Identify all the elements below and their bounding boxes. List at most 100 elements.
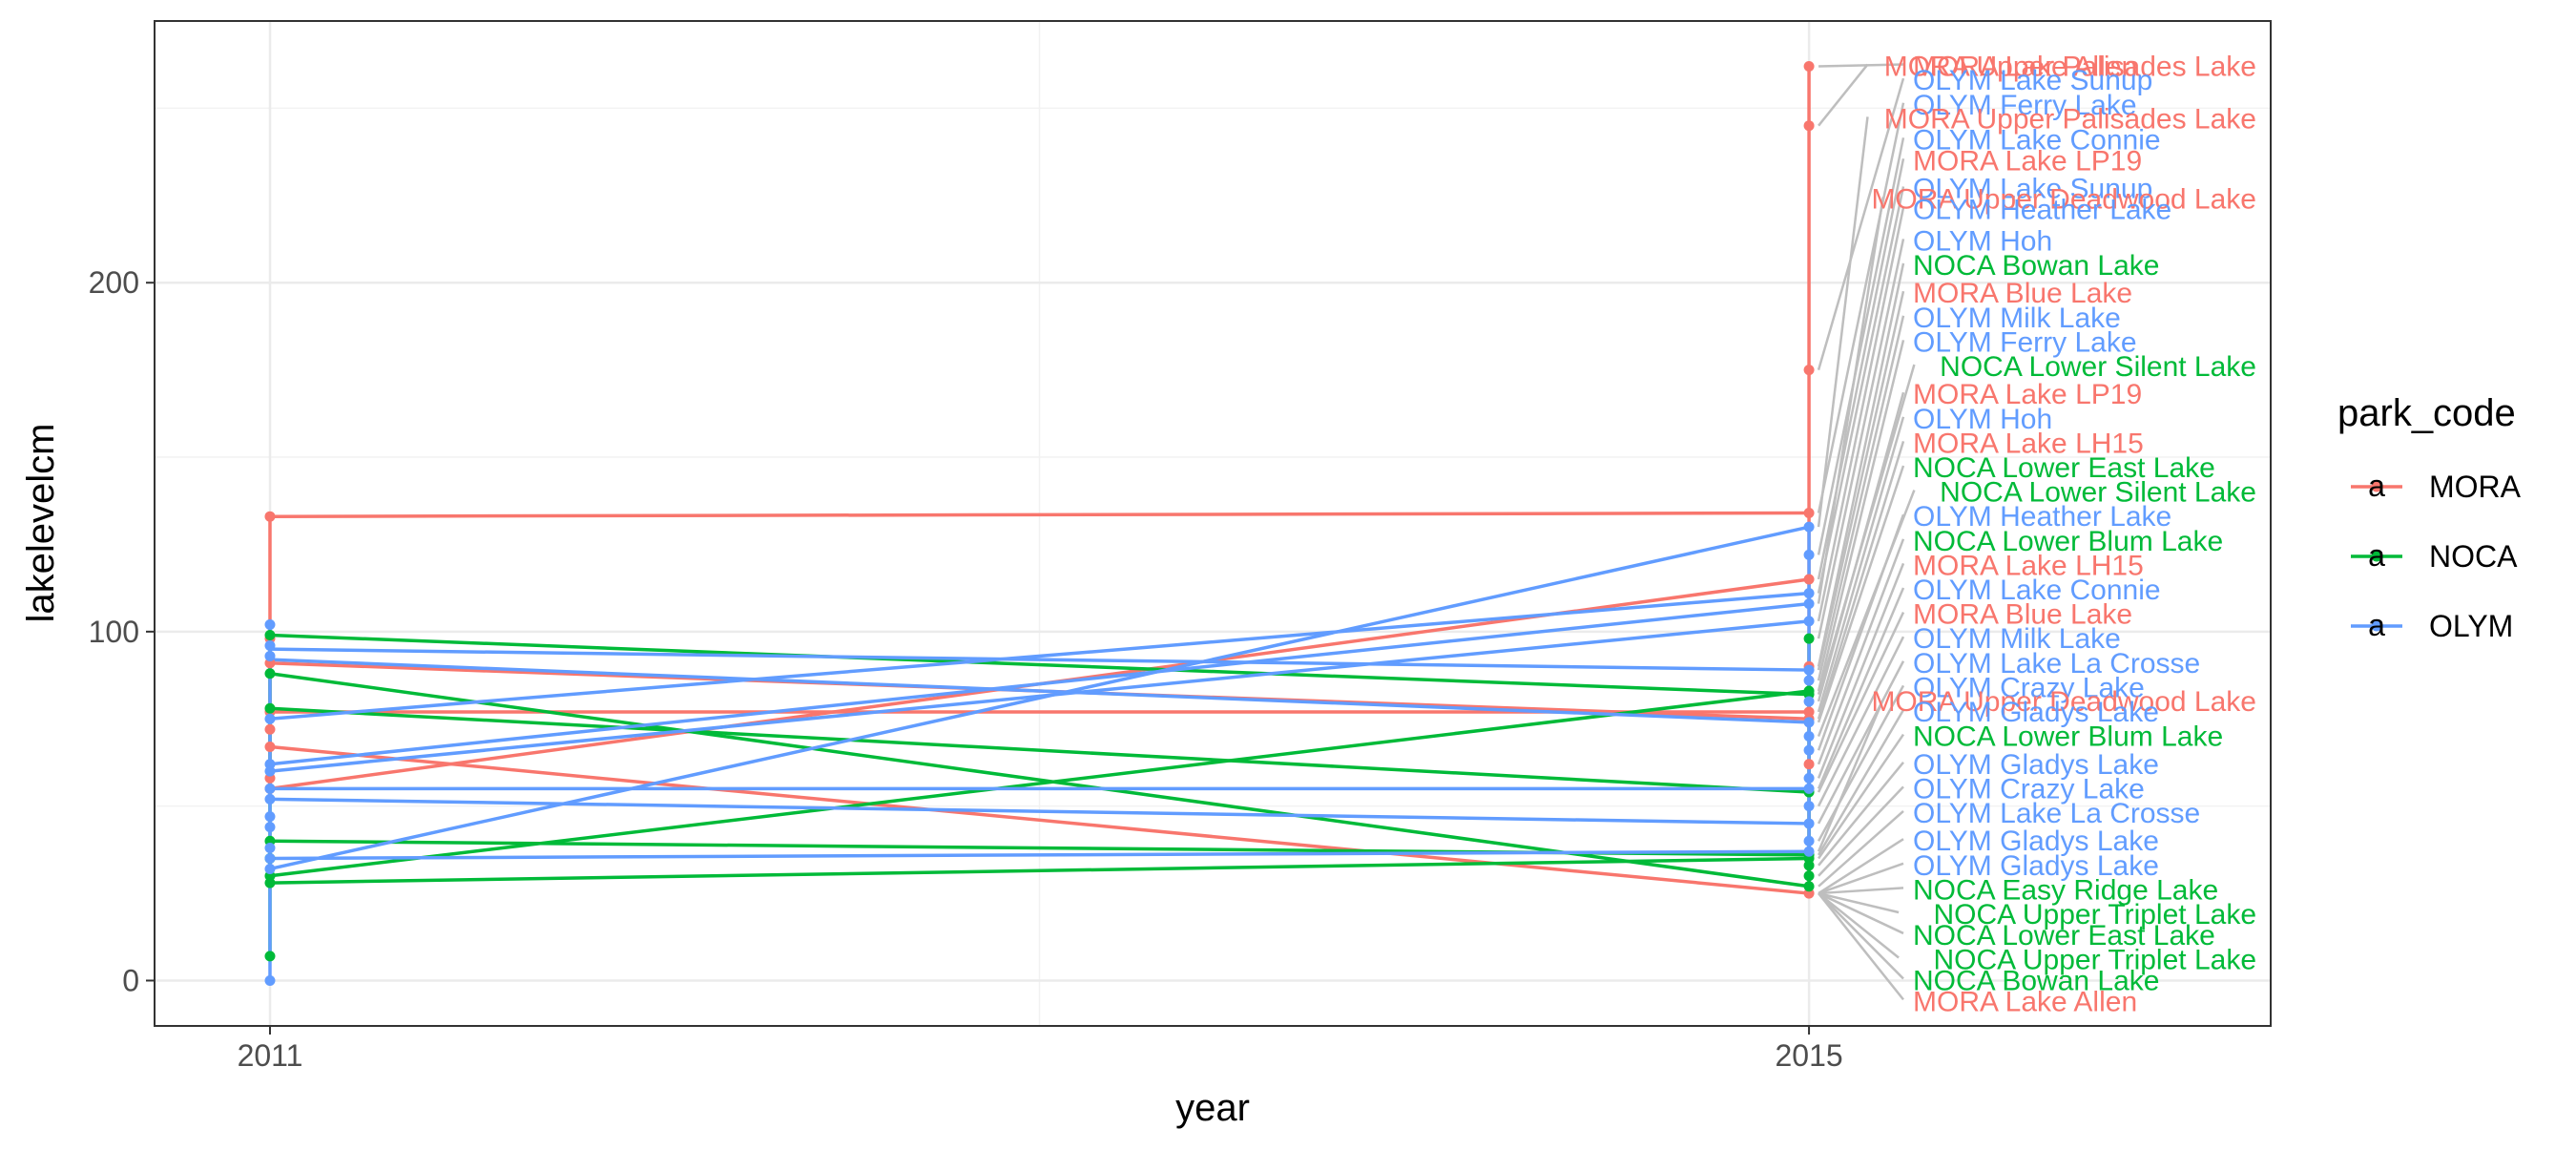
label-segment [1817,186,1905,594]
point-noca [264,630,276,640]
series-line-noca [269,706,1810,794]
point-olym [264,650,276,661]
label-segment [1817,102,1905,513]
label-segment [1817,660,1905,825]
lake-label: NOCA Lower Blum Lake [1913,526,2223,557]
label-segment [1817,612,1905,793]
label-segment [1817,207,1905,622]
point-olym [264,811,276,823]
lake-label: OLYM Gladys Lake [1913,826,2159,857]
legend-label: NOCA [2429,539,2518,574]
series-line-noca [269,671,1810,889]
series-line-noca [269,856,1810,885]
point-olym [1803,846,1815,857]
label-segment [1817,636,1905,807]
x-axis-title: year [1175,1087,1250,1129]
point-mora [1803,508,1815,519]
lake-label: MORA Lake LP19 [1913,379,2142,410]
label-segment [1818,785,1904,877]
legend-key-point [2371,620,2382,632]
legend-key-point [2371,551,2382,562]
data-points [264,61,1815,986]
label-segment [1817,709,1905,856]
point-olym [1803,731,1815,742]
lake-label: NOCA Easy Ridge Lake [1913,874,2218,906]
lake-label: OLYM Ferry Lake [1913,90,2137,121]
series-line-noca [269,633,1810,697]
y-tick-label: 100 [89,615,139,649]
point-olym [264,619,276,631]
point-olym [264,765,276,777]
point-noca [1803,870,1815,882]
axes: 2011 2015 0 100 200 [89,265,1843,1073]
label-segment [1818,761,1904,867]
label-segment [1817,290,1905,671]
point-olym [264,822,276,833]
lake-label: OLYM Lake Connie [1913,124,2161,156]
label-segment [1817,137,1905,555]
label-segment [1818,862,1904,895]
legend-label: OLYM [2429,609,2513,643]
point-mora [1803,365,1815,376]
label-segment [1818,891,1900,914]
point-olym [1803,835,1815,847]
point-olym [264,639,276,651]
point-olym [1803,772,1815,784]
lake-label: OLYM Hoh [1913,225,2052,257]
point-noca [264,668,276,680]
label-segment [1817,197,1885,604]
point-noca [264,951,276,962]
lake-label: OLYM Gladys Lake [1913,850,2159,882]
series-line-olym [269,658,1810,724]
point-olym [264,843,276,854]
lake-label: MORA Upper Palisades Lake [1884,103,2256,135]
label-segment [1817,391,1905,702]
lake-label: MORA Lake Allen [1913,986,2137,1017]
point-olym [264,974,276,986]
point-noca [1803,860,1815,871]
legend-key-point [2371,481,2382,492]
point-olym [1803,521,1815,533]
legend-key-glyph: a [2368,538,2385,573]
lake-label: OLYM Hoh [1913,404,2052,435]
lake-label: MORA Upper Deadwood Lake [1871,686,2256,718]
label-segment [1818,892,1900,959]
lake-label: OLYM Crazy Lake [1913,773,2145,805]
legend-keys: a MORA a NOCA a OLYM [2351,469,2522,643]
point-mora [1803,574,1815,585]
label-segment [1817,684,1905,842]
lake-label: NOCA Bowan Lake [1913,250,2159,282]
label-segment [1818,63,1869,127]
point-olym [1803,717,1815,728]
legend-item-noca: a NOCA [2351,538,2518,574]
lake-label: NOCA Upper Triplet Lake [1934,899,2256,930]
point-olym [1803,783,1815,794]
label-segment [1817,340,1905,692]
legend-item-olym: a OLYM [2351,608,2513,643]
label-segment [1817,513,1905,751]
label-segment [1818,838,1904,895]
point-olym [1803,588,1815,599]
x-tick-label: 2015 [1775,1038,1842,1073]
label-segment [1818,63,1904,68]
label-segment [1817,239,1905,639]
lake-label: MORA Lake LH15 [1913,428,2144,459]
label-segment [1817,465,1905,723]
lake-label: NOCA Bowan Lake [1913,965,2159,996]
label-segment [1817,262,1905,667]
lake-label: OLYM Lake La Crosse [1913,798,2200,829]
lake-label: NOCA Lower East Lake [1913,920,2215,951]
label-segment [1818,891,1904,935]
lake-label: NOCA Lower Silent Lake [1940,351,2256,383]
legend-key-glyph: a [2368,608,2385,642]
lake-label: OLYM Lake Sunup [1913,174,2152,205]
label-segment [1818,810,1904,888]
point-olym [1803,801,1815,812]
point-noca [264,877,276,889]
lake-label: MORA Lake Allen [1913,52,2137,83]
series-line-mora [269,744,1810,895]
label-segment [1818,892,1904,980]
point-olym [264,783,276,794]
lake-label: MORA Lake LH15 [1913,550,2144,581]
